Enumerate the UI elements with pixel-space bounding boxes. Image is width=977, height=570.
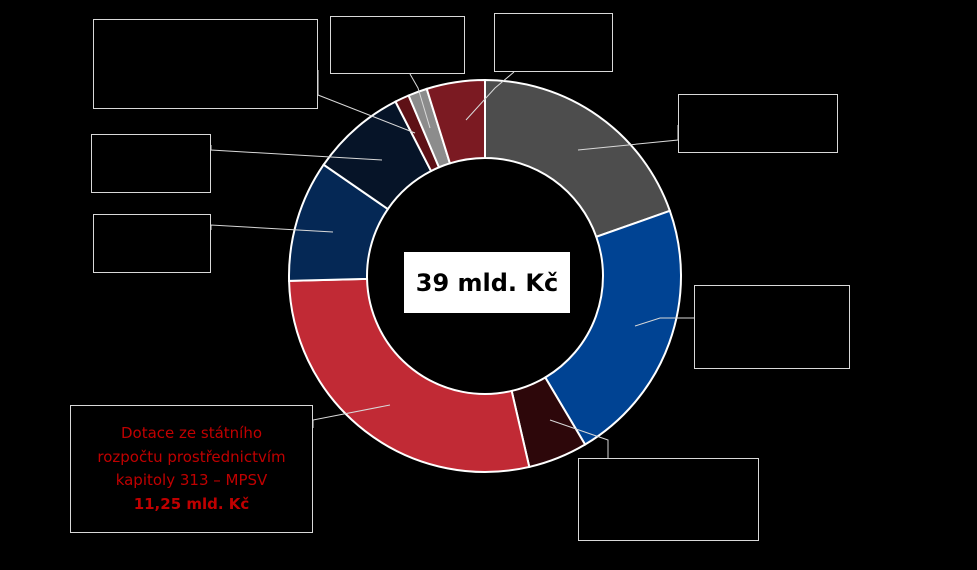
callout-box bbox=[330, 16, 465, 74]
center-label-box: 39 mld. Kč bbox=[404, 252, 570, 313]
callout-dotace-line: Dotace ze státního bbox=[120, 424, 263, 442]
donut-slice-9 bbox=[425, 78, 486, 165]
leader-line bbox=[317, 70, 416, 134]
donut-slice-2 bbox=[543, 209, 682, 446]
callout-box bbox=[93, 214, 211, 273]
callout-dotace-line: kapitoly 313 – MPSV bbox=[115, 471, 268, 489]
callout-dotace: Dotace ze státního rozpočtu prostřednict… bbox=[70, 405, 313, 533]
callout-box bbox=[578, 458, 759, 541]
callout-dotace-value: 11,25 mld. Kč bbox=[133, 494, 250, 513]
center-label: 39 mld. Kč bbox=[415, 268, 559, 297]
callout-box bbox=[93, 19, 318, 109]
leader-line bbox=[210, 145, 383, 161]
callout-dotace-line: rozpočtu prostřednictvím bbox=[97, 447, 286, 466]
leader-line bbox=[312, 404, 391, 428]
leader-line bbox=[549, 419, 609, 458]
donut-slice-4 bbox=[288, 277, 531, 473]
donut-slice-1 bbox=[484, 78, 672, 239]
callout-box-dotace bbox=[70, 405, 313, 533]
leader-line bbox=[409, 73, 431, 129]
callout-box bbox=[694, 285, 850, 369]
callout-box bbox=[678, 94, 838, 153]
callout-box bbox=[494, 13, 613, 72]
callout-box bbox=[91, 134, 211, 193]
leader-line bbox=[634, 317, 694, 327]
leader-line bbox=[465, 71, 515, 121]
donut-slices bbox=[288, 78, 682, 473]
leader-line bbox=[210, 224, 334, 233]
